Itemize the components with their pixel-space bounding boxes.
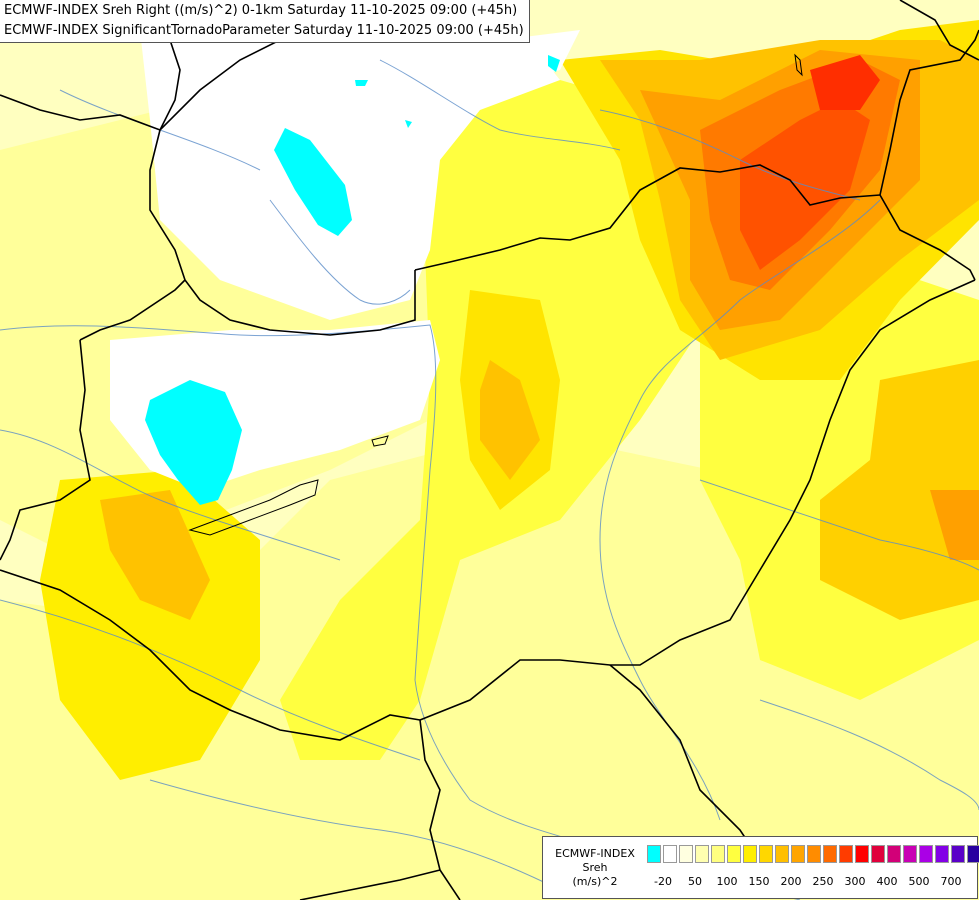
- legend-label: ECMWF-INDEX Sreh (m/s)^2: [547, 847, 643, 889]
- legend-swatch: [727, 845, 741, 863]
- border-south-2: [299, 869, 441, 900]
- legend-swatch: [791, 845, 805, 863]
- border-ua-ne: [879, 29, 979, 196]
- legend-label-line-3: (m/s)^2: [572, 875, 618, 888]
- map-title-box: ECMWF-INDEX Sreh Right ((m/s)^2) 0-1km S…: [0, 0, 530, 43]
- legend-tick-label: 500: [908, 875, 930, 888]
- legend-swatch: [711, 845, 725, 863]
- legend-tick-label: 150: [748, 875, 770, 888]
- legend-swatch: [775, 845, 789, 863]
- legend-tick-label: 250: [812, 875, 834, 888]
- lake-small: [371, 435, 389, 447]
- legend-tick-label: 300: [844, 875, 866, 888]
- legend-swatch: [695, 845, 709, 863]
- border-se: [609, 664, 761, 861]
- legend-swatches: [647, 845, 979, 863]
- river-west-2: [0, 599, 421, 761]
- legend-swatch: [855, 845, 869, 863]
- legend-swatch: [679, 845, 693, 863]
- legend-tick-label: 400: [876, 875, 898, 888]
- legend-swatch: [887, 845, 901, 863]
- field-orange-east-spot: [930, 490, 979, 560]
- field-cyan-spot-3: [405, 120, 412, 128]
- legend-swatch: [919, 845, 933, 863]
- border-at-hu: [79, 279, 186, 341]
- legend-label-line-1: ECMWF-INDEX: [555, 847, 635, 860]
- border-top-right: [899, 0, 979, 61]
- field-cyan-spot-2: [548, 55, 560, 72]
- border-sk-hu: [414, 164, 881, 271]
- legend-tick-label: 700: [940, 875, 962, 888]
- legend-tick-label: -20: [654, 875, 672, 888]
- field-yellow-southwest: [40, 470, 260, 780]
- field-cyan-north: [274, 128, 352, 236]
- legend-tick-label: 50: [688, 875, 702, 888]
- border-hu-ro-east: [879, 194, 976, 281]
- legend-tick-label: 200: [780, 875, 802, 888]
- legend-swatch: [663, 845, 677, 863]
- legend-swatch: [743, 845, 757, 863]
- legend-ticks: -20 50 100 150 200 250 300 400 500 700: [647, 875, 977, 889]
- legend-swatch: [759, 845, 773, 863]
- legend-swatch: [823, 845, 837, 863]
- legend-label-line-2: Sreh: [582, 861, 608, 874]
- field-white-north: [140, 10, 560, 320]
- lake-balaton: [188, 479, 319, 536]
- color-legend: ECMWF-INDEX Sreh (m/s)^2 -20 50 100 150 200 2…: [542, 836, 979, 899]
- border-hu-west: [0, 339, 91, 561]
- field-cyan-spot-1: [355, 80, 368, 86]
- legend-swatch: [839, 845, 853, 863]
- field-orange-light-sw: [100, 490, 210, 620]
- field-orange-light-center: [480, 360, 540, 480]
- legend-swatch: [807, 845, 821, 863]
- legend-swatch: [935, 845, 949, 863]
- river-east-1: [699, 479, 979, 571]
- field-cyan-west: [145, 380, 242, 505]
- river-ne: [599, 109, 861, 201]
- legend-tick-label: 100: [716, 875, 738, 888]
- border-hu-hr: [0, 569, 421, 741]
- legend-swatch: [871, 845, 885, 863]
- river-west-1: [0, 429, 341, 561]
- river-north-3: [379, 59, 621, 151]
- title-line-1: ECMWF-INDEX Sreh Right ((m/s)^2) 0-1km S…: [4, 3, 518, 18]
- field-red-ne: [810, 55, 880, 110]
- field-orange-light-east: [820, 360, 979, 620]
- river-tisza: [599, 199, 881, 821]
- river-south: [149, 779, 561, 891]
- border-cz-sk: [149, 129, 416, 336]
- border-hu-rs: [419, 279, 976, 721]
- legend-swatch: [951, 845, 965, 863]
- legend-swatch: [967, 845, 979, 863]
- river-north-1: [269, 199, 411, 305]
- river-east-2: [759, 699, 979, 811]
- legend-swatch: [903, 845, 917, 863]
- border-south: [419, 719, 461, 900]
- legend-swatch: [647, 845, 661, 863]
- lake-ne: [794, 53, 803, 77]
- title-line-2: ECMWF-INDEX SignificantTornadoParameter …: [4, 23, 524, 38]
